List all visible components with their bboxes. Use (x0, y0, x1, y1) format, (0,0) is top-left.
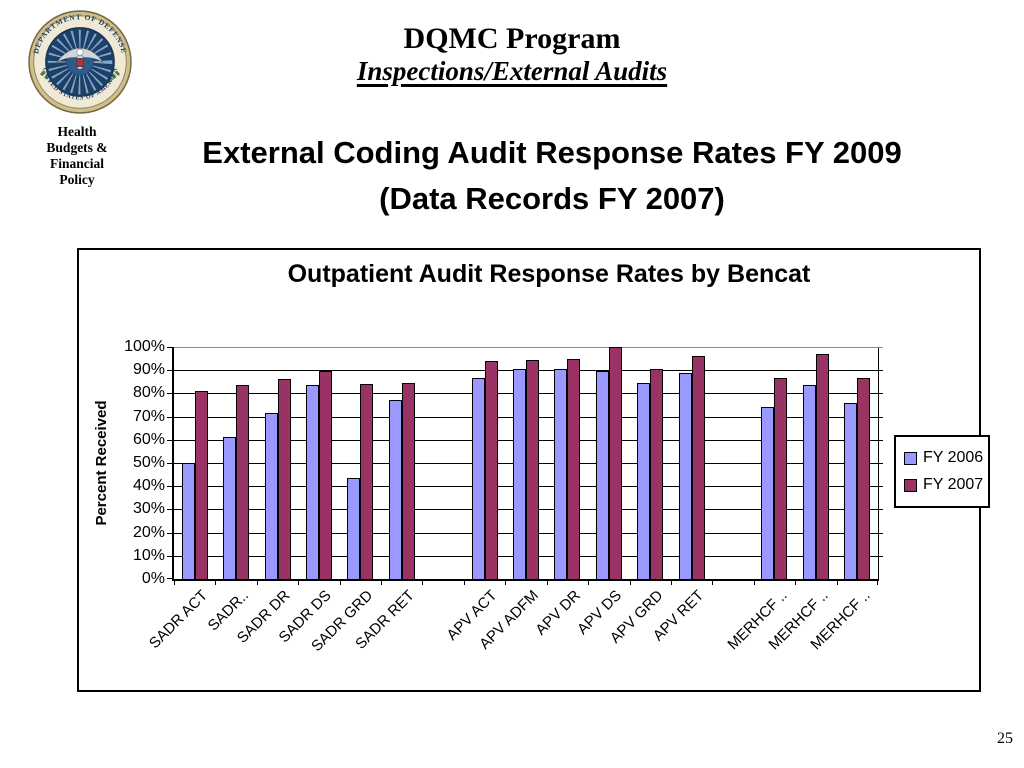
bar-fy-2006 (223, 437, 237, 579)
slide-header: DQMC Program Inspections/External Audits (0, 22, 1024, 87)
bar-fy-2006 (181, 463, 195, 579)
x-axis-tick (712, 579, 714, 585)
x-axis-tick (256, 579, 258, 585)
y-axis-tick-label: 80% (132, 384, 165, 402)
seal-eagle-head (76, 48, 84, 56)
bar-fy-2007 (774, 378, 788, 579)
x-axis-tick (174, 579, 175, 585)
y-axis-tick-label: 10% (132, 546, 165, 564)
legend: FY 2006 FY 2007 (894, 435, 990, 508)
y-axis-tick (167, 439, 174, 441)
legend-swatch-fy-2007 (904, 478, 917, 492)
y-axis-tick (167, 555, 174, 557)
x-axis-tick (588, 579, 590, 585)
x-axis-tick (836, 579, 838, 585)
bar-fy-2007 (318, 371, 332, 579)
y-axis-tick (167, 532, 174, 534)
y-axis-tick (167, 486, 174, 488)
x-axis-tick (629, 579, 631, 585)
x-axis-label: SADR ACT (145, 587, 211, 653)
bar-fy-2006 (844, 403, 858, 579)
y-axis-tick-label: 100% (124, 338, 165, 355)
y-axis-tick (167, 393, 174, 395)
bar-fy-2006 (471, 378, 485, 579)
x-axis-label: APV DR (531, 587, 584, 639)
bar-fy-2006 (761, 407, 775, 579)
bar-fy-2006 (264, 413, 278, 579)
subtitle-line1: External Coding Audit Response Rates FY … (202, 135, 902, 170)
logo-caption: Health Budgets & Financial Policy (7, 124, 147, 188)
y-axis-tick (167, 370, 174, 372)
bar-fy-2006 (347, 478, 361, 579)
gridline (174, 347, 883, 348)
bar-fy-2007 (277, 379, 291, 579)
y-axis-tick-label: 90% (132, 361, 165, 379)
bar-fy-2007 (815, 354, 829, 579)
y-axis-tick-label: 0% (141, 570, 165, 587)
bar-fy-2007 (401, 383, 415, 579)
bar-fy-2006 (595, 371, 609, 579)
x-axis-tick (381, 579, 383, 585)
y-axis-tick (167, 416, 174, 418)
x-axis-tick (877, 579, 878, 585)
logo-caption-line: Budgets & (46, 140, 108, 155)
x-axis-tick (670, 579, 672, 585)
bar-fy-2007 (857, 378, 871, 579)
header-program-title: DQMC Program (403, 22, 621, 55)
y-axis-tick-label: 30% (132, 500, 165, 518)
subtitle-line2: (Data Records FY 2007) (379, 181, 725, 216)
x-axis-tick (298, 579, 300, 585)
page-number: 25 (997, 730, 1013, 747)
bar-fy-2007 (194, 391, 208, 579)
legend-item: FY 2006 (904, 449, 988, 467)
slide-subtitle: External Coding Audit Response Rates FY … (80, 130, 1024, 222)
x-axis-tick (546, 579, 548, 585)
legend-label: FY 2006 (923, 449, 984, 466)
logo-caption-line: Health (57, 124, 97, 139)
y-axis-tick (167, 463, 174, 464)
bar-fy-2006 (513, 369, 526, 579)
y-axis-tick-label: 50% (132, 454, 165, 471)
y-axis-tick (167, 509, 174, 511)
bar-fy-2007 (567, 359, 581, 579)
logo-caption-line: Financial (49, 156, 104, 171)
x-axis-tick (753, 579, 755, 585)
dod-seal-icon: DEPARTMENT OF DEFENSE UNITED STATES OF A… (28, 10, 132, 114)
bar-fy-2007 (650, 369, 664, 579)
y-axis-tick-label: 20% (132, 523, 165, 541)
header-section-title: Inspections/External Audits (356, 56, 668, 86)
plot-area (167, 347, 883, 585)
bar-fy-2006 (305, 385, 319, 579)
x-axis-tick (339, 579, 341, 585)
seal-shield (75, 57, 85, 68)
y-axis-tick-label: 40% (132, 477, 165, 495)
legend-item: FY 2007 (904, 476, 988, 494)
chart-title: Outpatient Audit Response Rates by Benca… (287, 260, 811, 288)
bar-fy-2007 (608, 347, 622, 579)
legend-label: FY 2007 (923, 476, 984, 493)
y-axis-tick-label: 70% (132, 407, 165, 425)
y-axis-tick (167, 578, 174, 579)
bar-fy-2006 (554, 369, 568, 579)
bar-fy-2006 (802, 385, 816, 579)
x-axis-tick (505, 579, 507, 585)
y-axis-tick-label: 60% (132, 430, 165, 448)
logo-caption-line: Policy (59, 172, 95, 187)
x-axis-tick (795, 579, 797, 585)
bar-fy-2007 (484, 361, 498, 579)
bar-fy-2007 (691, 356, 705, 579)
bar-fy-2006 (388, 400, 402, 579)
x-axis-tick (422, 579, 424, 585)
bar-fy-2007 (526, 360, 539, 579)
bar-fy-2006 (678, 373, 692, 579)
bar-fy-2007 (236, 385, 250, 579)
bar-fy-2006 (637, 383, 651, 579)
x-axis-tick (463, 579, 465, 585)
bar-fy-2007 (360, 384, 374, 579)
legend-swatch-fy-2006 (904, 451, 917, 465)
x-axis-tick (215, 579, 217, 585)
chart-frame: Outpatient Audit Response Rates by Benca… (77, 248, 990, 692)
y-axis-tick (167, 347, 174, 348)
